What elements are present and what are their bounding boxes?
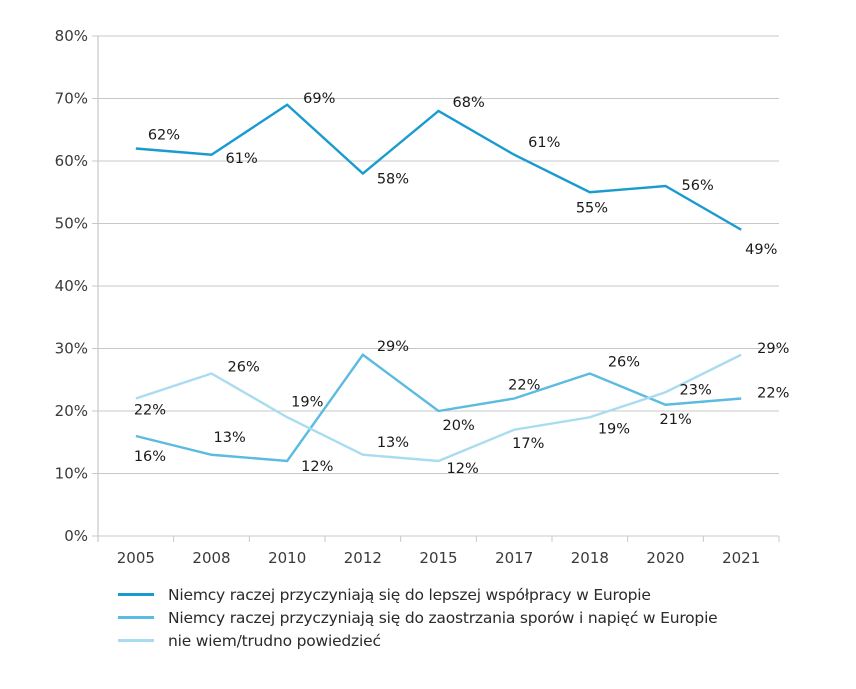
y-tick-label: 40%	[55, 277, 88, 295]
legend-swatch	[118, 639, 154, 642]
line-chart: 0%10%20%30%40%50%60%70%80% 2005 2008 2010 2…	[55, 27, 790, 567]
data-label: 12%	[301, 459, 333, 475]
legend-item-cooperation: Niemcy raczej przyczyniają się do lepsze…	[118, 583, 718, 606]
data-label: 26%	[608, 355, 640, 371]
data-label: 68%	[453, 95, 485, 111]
data-label: 22%	[134, 403, 166, 419]
x-tick-label: 2008	[192, 549, 230, 567]
legend-label: Niemcy raczej przyczyniają się do lepsze…	[168, 585, 651, 604]
y-tick-label: 50%	[55, 215, 88, 233]
data-label: 19%	[598, 421, 630, 437]
legend-item-tensions: Niemcy raczej przyczyniają się do zaostr…	[118, 606, 718, 629]
data-label: 20%	[443, 418, 475, 434]
x-tick-label: 2010	[268, 549, 306, 567]
y-tick-label: 30%	[55, 340, 88, 358]
series-line-2	[135, 353, 742, 463]
x-tick-label: 2018	[571, 549, 609, 567]
gridlines	[92, 35, 779, 537]
series-line-0	[135, 103, 742, 231]
legend-item-dont-know: nie wiem/trudno powiedzieć	[118, 629, 718, 652]
axes	[97, 36, 780, 542]
x-tick-label: 2012	[344, 549, 382, 567]
y-tick-labels: 0% 10% 20% 30% 40% 50% 60% 70% 80%	[55, 27, 88, 545]
data-label: 49%	[745, 242, 777, 258]
series-line-1	[135, 353, 742, 463]
data-label: 29%	[377, 339, 409, 355]
x-tick-label: 2021	[722, 549, 760, 567]
y-tick-label: 0%	[64, 527, 88, 545]
data-labels: 62% 61% 69% 58% 68% 61% 55% 56% 49% 16% 13% 12% 29% 2…	[134, 91, 790, 477]
data-label: 58%	[377, 172, 409, 188]
y-tick-label: 20%	[55, 402, 88, 420]
data-label: 13%	[377, 435, 409, 451]
y-tick-label: 10%	[55, 465, 88, 483]
data-label: 19%	[291, 394, 323, 410]
x-tick-labels: 2005 2008 2010 2012 2015 2017 2018 2020 2021	[117, 549, 761, 567]
legend-label: Niemcy raczej przyczyniają się do zaostr…	[168, 608, 718, 627]
legend-label: nie wiem/trudno powiedzieć	[168, 631, 381, 650]
data-label: 61%	[226, 151, 258, 167]
data-label: 12%	[447, 461, 479, 477]
data-label: 23%	[680, 382, 712, 398]
x-tick-label: 2015	[419, 549, 457, 567]
x-tick-label: 2020	[646, 549, 684, 567]
y-tick-label: 70%	[55, 90, 88, 108]
legend-swatch	[118, 616, 154, 619]
data-label: 61%	[528, 135, 560, 151]
data-label: 55%	[576, 200, 608, 216]
data-label: 22%	[757, 386, 789, 402]
x-tick-label: 2017	[495, 549, 533, 567]
legend: Niemcy raczej przyczyniają się do lepsze…	[118, 583, 718, 652]
data-label: 69%	[303, 91, 335, 107]
data-label: 56%	[682, 178, 714, 194]
data-label: 17%	[512, 436, 544, 452]
data-label: 62%	[148, 128, 180, 144]
data-label: 29%	[757, 341, 789, 357]
y-tick-label: 60%	[55, 152, 88, 170]
legend-swatch	[118, 593, 154, 596]
data-label: 16%	[134, 449, 166, 465]
data-label: 21%	[660, 412, 692, 428]
data-label: 13%	[214, 430, 246, 446]
data-label: 22%	[508, 378, 540, 394]
series-lines	[135, 103, 742, 463]
data-label: 26%	[228, 360, 260, 376]
y-tick-label: 80%	[55, 27, 88, 45]
x-tick-label: 2005	[117, 549, 155, 567]
